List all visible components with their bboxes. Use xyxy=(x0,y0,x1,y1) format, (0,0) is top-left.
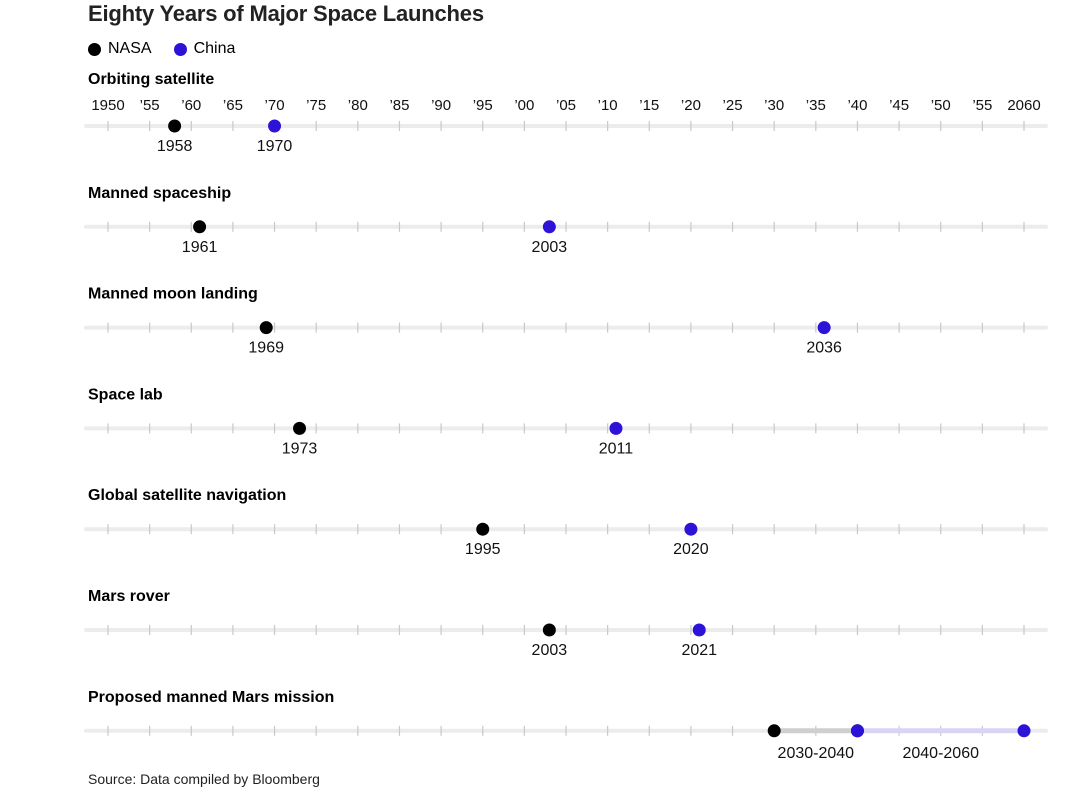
legend: NASA China xyxy=(88,40,235,58)
x-tick-label: ’70 xyxy=(265,97,285,114)
data-point-nasa xyxy=(259,321,273,335)
x-tick-label: ’55 xyxy=(972,97,992,114)
row-title-proposed-manned-mars-mission: Proposed manned Mars mission xyxy=(88,689,334,706)
row-title-mars-rover: Mars rover xyxy=(88,588,170,605)
data-label-china: 2036 xyxy=(806,340,842,357)
legend-swatch-nasa xyxy=(88,42,101,56)
x-tick-label: ’40 xyxy=(847,97,867,114)
range-start-point-nasa xyxy=(767,724,781,738)
data-label-nasa: 1973 xyxy=(282,440,318,457)
x-tick-label: ’25 xyxy=(723,97,743,114)
data-point-china xyxy=(817,321,831,335)
legend-swatch-china xyxy=(173,42,187,56)
data-label-china: 2021 xyxy=(681,642,717,659)
x-tick-label: ’10 xyxy=(598,97,618,114)
x-tick-label: ’00 xyxy=(514,97,534,114)
data-point-china xyxy=(684,522,698,536)
x-tick-label: ’20 xyxy=(681,97,701,114)
x-tick-label: ’60 xyxy=(181,97,201,114)
source-note: Source: Data compiled by Bloomberg xyxy=(88,771,320,787)
data-label-nasa: 2003 xyxy=(532,642,568,659)
row-title-orbiting-satellite: Orbiting satellite xyxy=(88,71,214,88)
row-title-space-lab: Space lab xyxy=(88,386,163,403)
range-label-china: 2040-2060 xyxy=(902,745,979,762)
range-start-point-china xyxy=(850,724,864,738)
x-tick-label: ’30 xyxy=(764,97,784,114)
data-label-china: 2011 xyxy=(599,440,634,457)
legend-item-china: China xyxy=(173,40,236,58)
legend-label-nasa: NASA xyxy=(108,40,152,57)
x-tick-label: ’80 xyxy=(348,97,368,114)
x-tick-label: ’65 xyxy=(223,97,243,114)
data-label-china: 2020 xyxy=(673,541,709,558)
data-point-china xyxy=(268,119,282,133)
x-tick-label: ’15 xyxy=(639,97,659,114)
range-label-nasa: 2030-2040 xyxy=(778,745,855,762)
x-tick-label: ’55 xyxy=(140,97,160,114)
data-label-nasa: 1961 xyxy=(182,239,218,256)
x-tick-label: 1950 xyxy=(91,97,124,114)
legend-label-china: China xyxy=(193,40,236,57)
x-tick-label: ’35 xyxy=(806,97,826,114)
chart-title: Eighty Years of Major Space Launches xyxy=(88,1,484,26)
data-point-china xyxy=(542,220,556,234)
data-label-china: 2003 xyxy=(532,239,568,256)
x-tick-label: ’95 xyxy=(473,97,493,114)
x-tick-label: ’85 xyxy=(389,97,409,114)
x-tick-label: ’50 xyxy=(931,97,951,114)
row-title-manned-moon-landing: Manned moon landing xyxy=(88,286,258,303)
data-point-nasa xyxy=(168,119,182,133)
data-point-nasa xyxy=(293,421,307,435)
row-title-global-satellite-navigation: Global satellite navigation xyxy=(88,487,286,504)
data-label-nasa: 1958 xyxy=(157,138,193,155)
data-point-nasa xyxy=(542,623,556,637)
x-tick-label: ’05 xyxy=(556,97,576,114)
range-end-point-china xyxy=(1017,724,1031,738)
legend-item-nasa: NASA xyxy=(88,40,152,58)
data-point-nasa xyxy=(193,220,207,234)
x-tick-label: 2060 xyxy=(1007,97,1040,114)
data-point-china xyxy=(692,623,706,637)
row-title-manned-spaceship: Manned spaceship xyxy=(88,185,231,202)
x-tick-label: ’75 xyxy=(306,97,326,114)
data-label-nasa: 1995 xyxy=(465,541,501,558)
data-point-nasa xyxy=(476,522,490,536)
data-label-nasa: 1969 xyxy=(248,340,284,357)
x-tick-label: ’45 xyxy=(889,97,909,114)
data-point-china xyxy=(609,421,623,435)
data-label-china: 1970 xyxy=(257,138,293,155)
x-tick-label: ’90 xyxy=(431,97,451,114)
